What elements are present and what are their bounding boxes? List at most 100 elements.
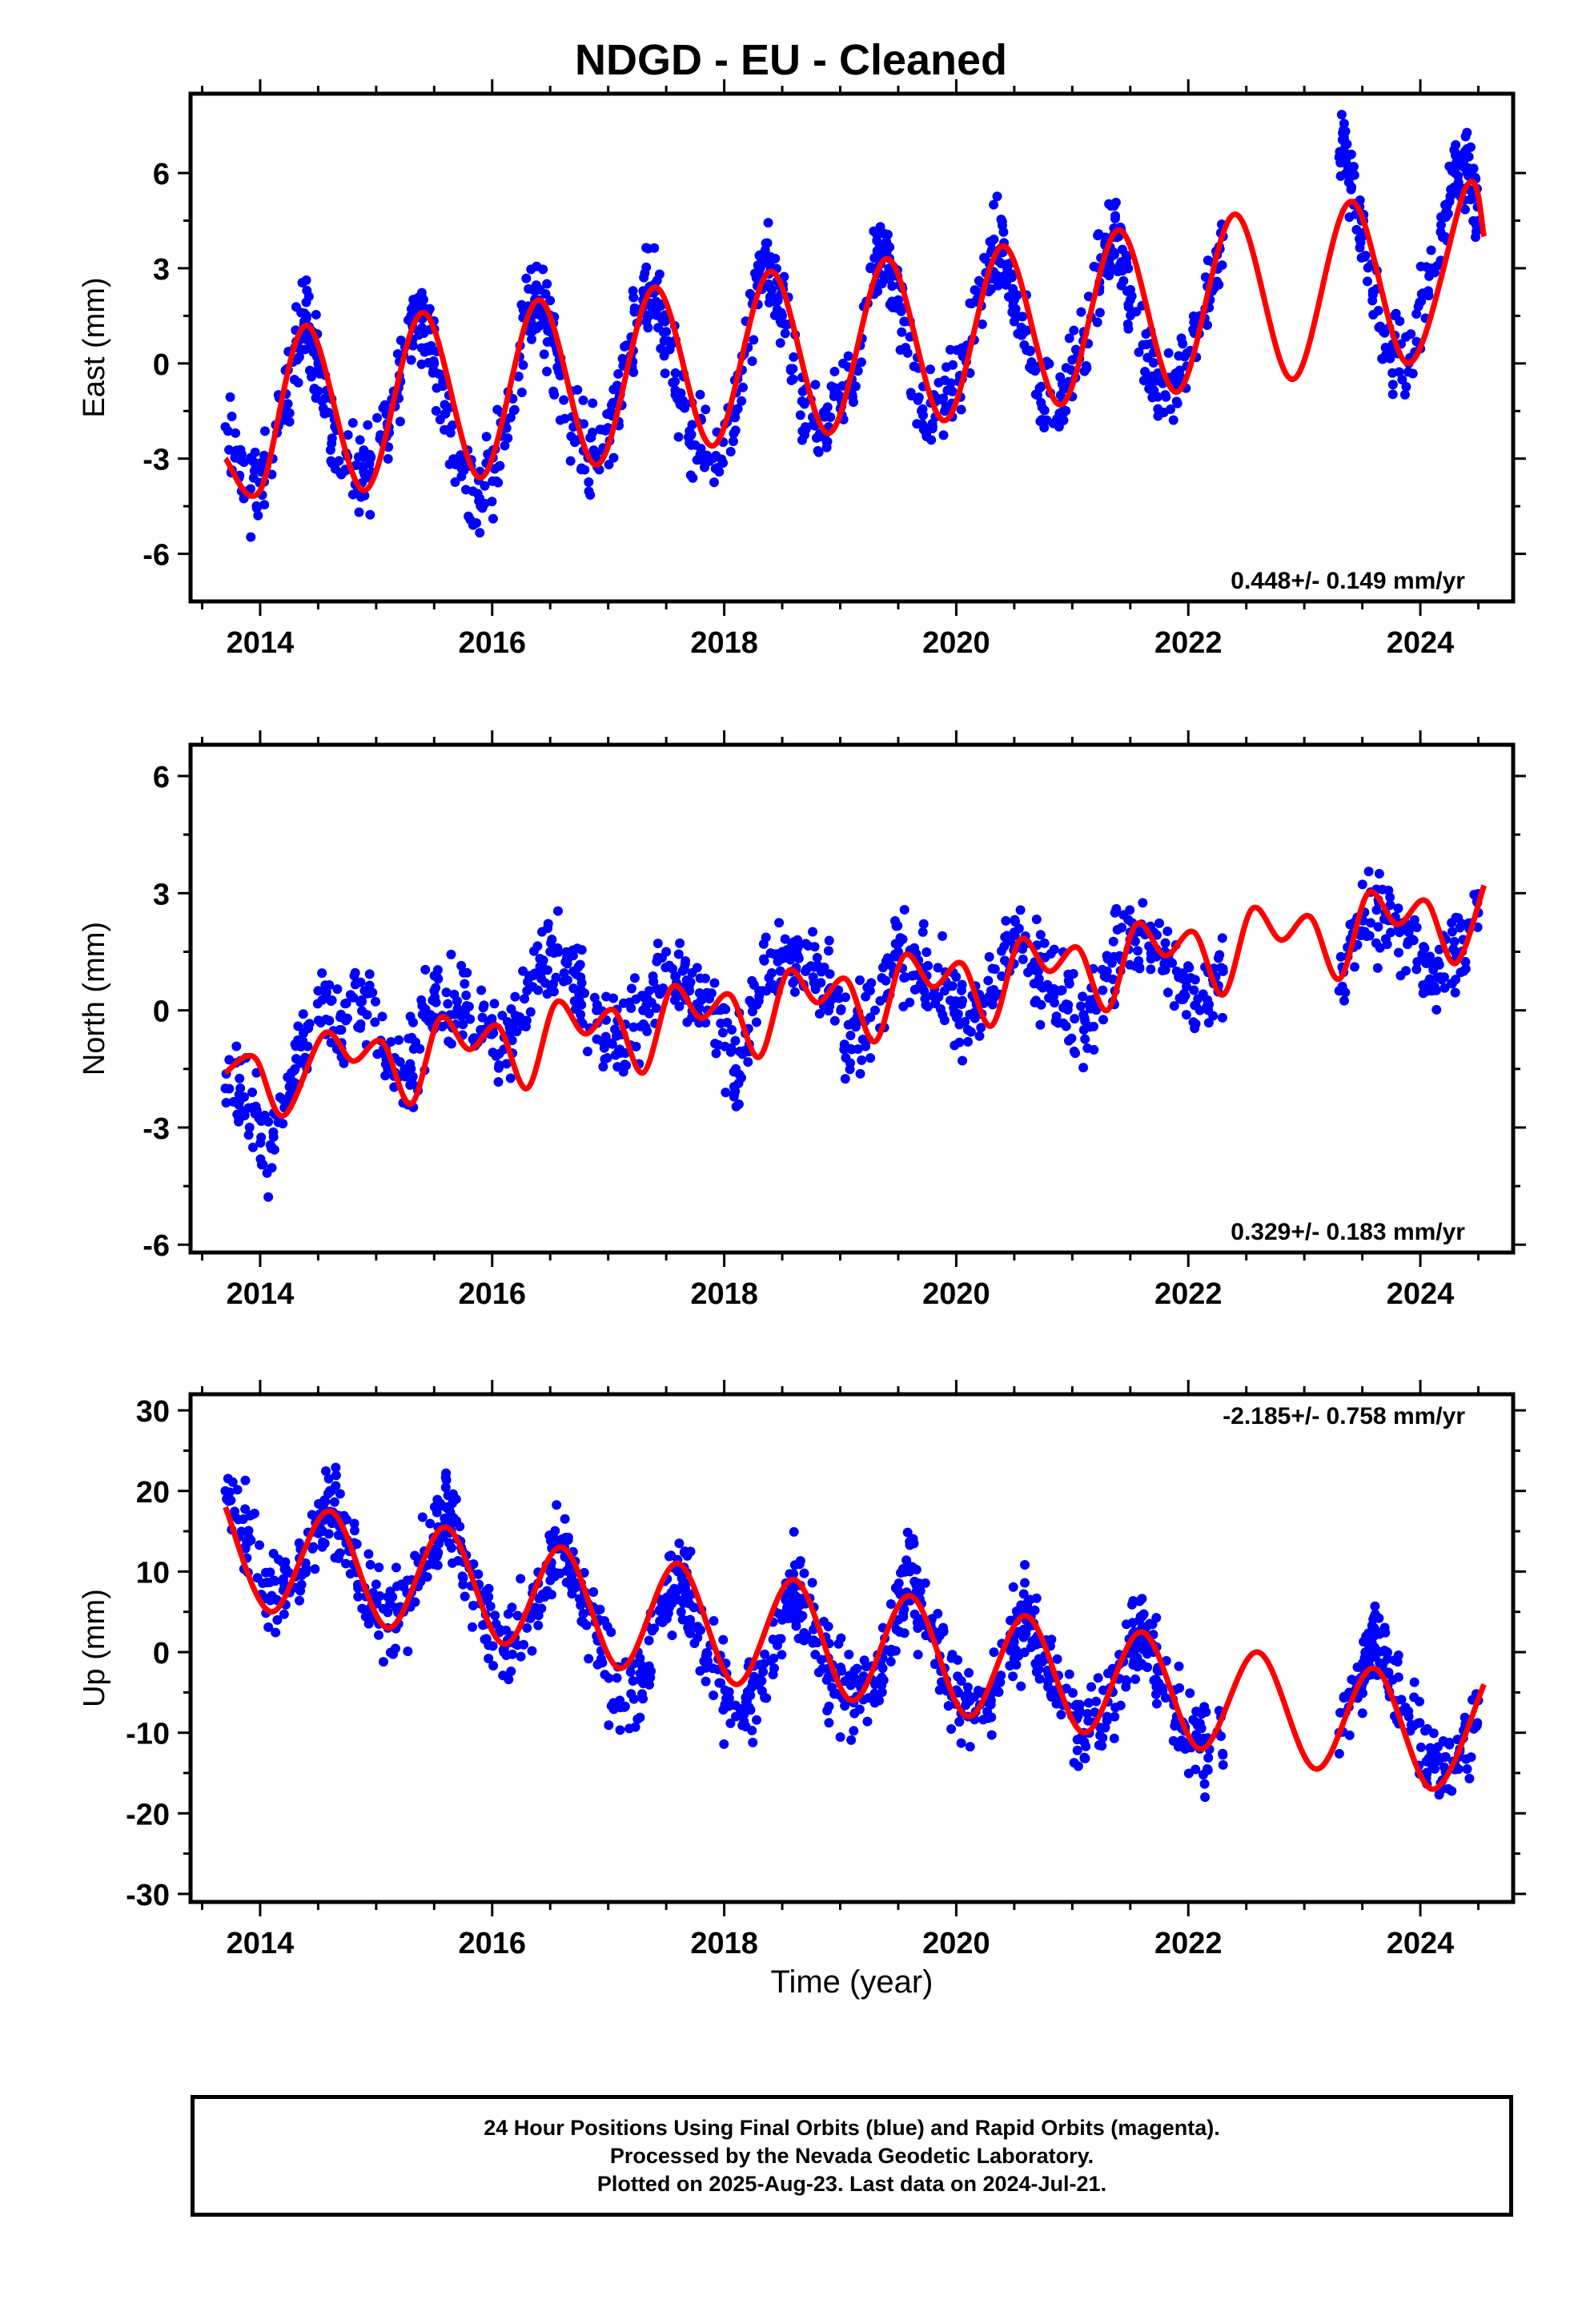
- x-tick-label: 2014: [227, 626, 295, 660]
- data-point: [701, 1651, 711, 1661]
- data-point: [865, 1053, 876, 1063]
- data-point: [956, 1675, 966, 1686]
- data-point: [1169, 1001, 1179, 1011]
- data-point: [938, 931, 948, 941]
- data-point: [1110, 211, 1121, 221]
- data-point: [278, 1119, 288, 1129]
- data-point: [720, 1041, 730, 1051]
- x-axis-label: Time (year): [771, 1964, 934, 2000]
- rate-annotation: 0.329+/- 0.183 mm/yr: [1231, 1219, 1465, 1245]
- data-point: [962, 1682, 973, 1692]
- data-point: [1406, 329, 1416, 340]
- data-point: [948, 360, 958, 370]
- data-point: [760, 1649, 770, 1659]
- data-point: [295, 1058, 306, 1068]
- data-point: [303, 292, 314, 302]
- data-point: [1361, 1631, 1371, 1642]
- data-point: [504, 1675, 514, 1685]
- data-point: [604, 460, 614, 470]
- data-point: [392, 348, 403, 359]
- data-point: [1013, 311, 1023, 321]
- data-point: [896, 303, 906, 313]
- data-point: [843, 351, 853, 361]
- data-point: [956, 1738, 966, 1748]
- data-point: [1013, 1626, 1023, 1637]
- data-point: [1068, 1688, 1078, 1699]
- data-point: [225, 392, 235, 402]
- data-point: [584, 1654, 594, 1664]
- data-point: [439, 424, 449, 435]
- data-point: [918, 410, 929, 420]
- data-point: [244, 1122, 255, 1132]
- data-point: [801, 964, 812, 975]
- data-point: [370, 1017, 380, 1027]
- data-point: [918, 919, 929, 929]
- data-point: [626, 1689, 636, 1699]
- data-point: [601, 991, 612, 1002]
- data-point: [527, 1646, 537, 1656]
- data-point: [379, 400, 390, 410]
- data-point: [692, 963, 702, 973]
- data-point: [938, 393, 949, 404]
- data-point: [263, 1622, 274, 1632]
- data-point: [1405, 920, 1415, 931]
- data-point: [869, 1688, 880, 1699]
- data-point: [1142, 340, 1152, 350]
- data-point: [809, 1635, 819, 1646]
- model-curve: [223, 884, 1488, 1119]
- data-point: [1415, 1742, 1426, 1752]
- data-point: [998, 227, 1009, 237]
- data-point: [755, 263, 765, 274]
- data-point: [840, 1701, 850, 1711]
- data-point: [326, 1037, 336, 1047]
- data-point: [457, 1571, 468, 1582]
- data-point: [488, 1641, 498, 1651]
- data-point: [262, 1578, 272, 1588]
- data-point: [873, 286, 883, 296]
- data-point: [301, 311, 311, 321]
- data-point: [599, 1043, 609, 1053]
- data-point: [777, 1650, 787, 1660]
- data-point: [1393, 903, 1403, 914]
- data-point: [329, 1497, 339, 1507]
- data-point: [779, 953, 789, 963]
- data-point: [882, 229, 893, 239]
- data-point: [1218, 966, 1228, 976]
- data-point: [1132, 1653, 1142, 1663]
- data-point: [1022, 1601, 1033, 1611]
- data-point: [247, 1088, 258, 1098]
- data-point: [885, 1656, 896, 1667]
- data-point: [450, 477, 460, 488]
- data-point: [561, 947, 572, 957]
- data-point: [849, 1016, 859, 1027]
- data-point: [355, 977, 366, 987]
- data-point: [696, 995, 706, 1006]
- data-point: [340, 1558, 351, 1569]
- data-point: [801, 424, 811, 435]
- data-point: [1079, 1737, 1090, 1747]
- data-point: [562, 975, 572, 985]
- data-point: [1346, 149, 1356, 159]
- data-point: [783, 1599, 793, 1610]
- data-point: [1373, 922, 1383, 932]
- data-point: [1373, 305, 1383, 316]
- data-point: [1409, 1677, 1419, 1687]
- data-point: [1102, 1711, 1112, 1722]
- data-point: [700, 973, 710, 983]
- caption-line-2: Processed by the Nevada Geodetic Laborat…: [609, 2143, 1094, 2168]
- data-point: [1010, 304, 1021, 314]
- data-point: [615, 1725, 625, 1735]
- data-point: [525, 1007, 536, 1017]
- data-point: [874, 1695, 885, 1706]
- data-point: [667, 963, 677, 974]
- data-point: [1462, 127, 1472, 138]
- data-point: [484, 1654, 494, 1664]
- y-tick-label: 3: [153, 878, 170, 911]
- data-point: [822, 436, 833, 447]
- data-point: [280, 1566, 291, 1576]
- data-point: [420, 964, 431, 975]
- data-point: [320, 1497, 331, 1507]
- data-point: [1102, 972, 1112, 983]
- model-curve: [223, 1506, 1487, 1792]
- data-point: [1202, 320, 1212, 331]
